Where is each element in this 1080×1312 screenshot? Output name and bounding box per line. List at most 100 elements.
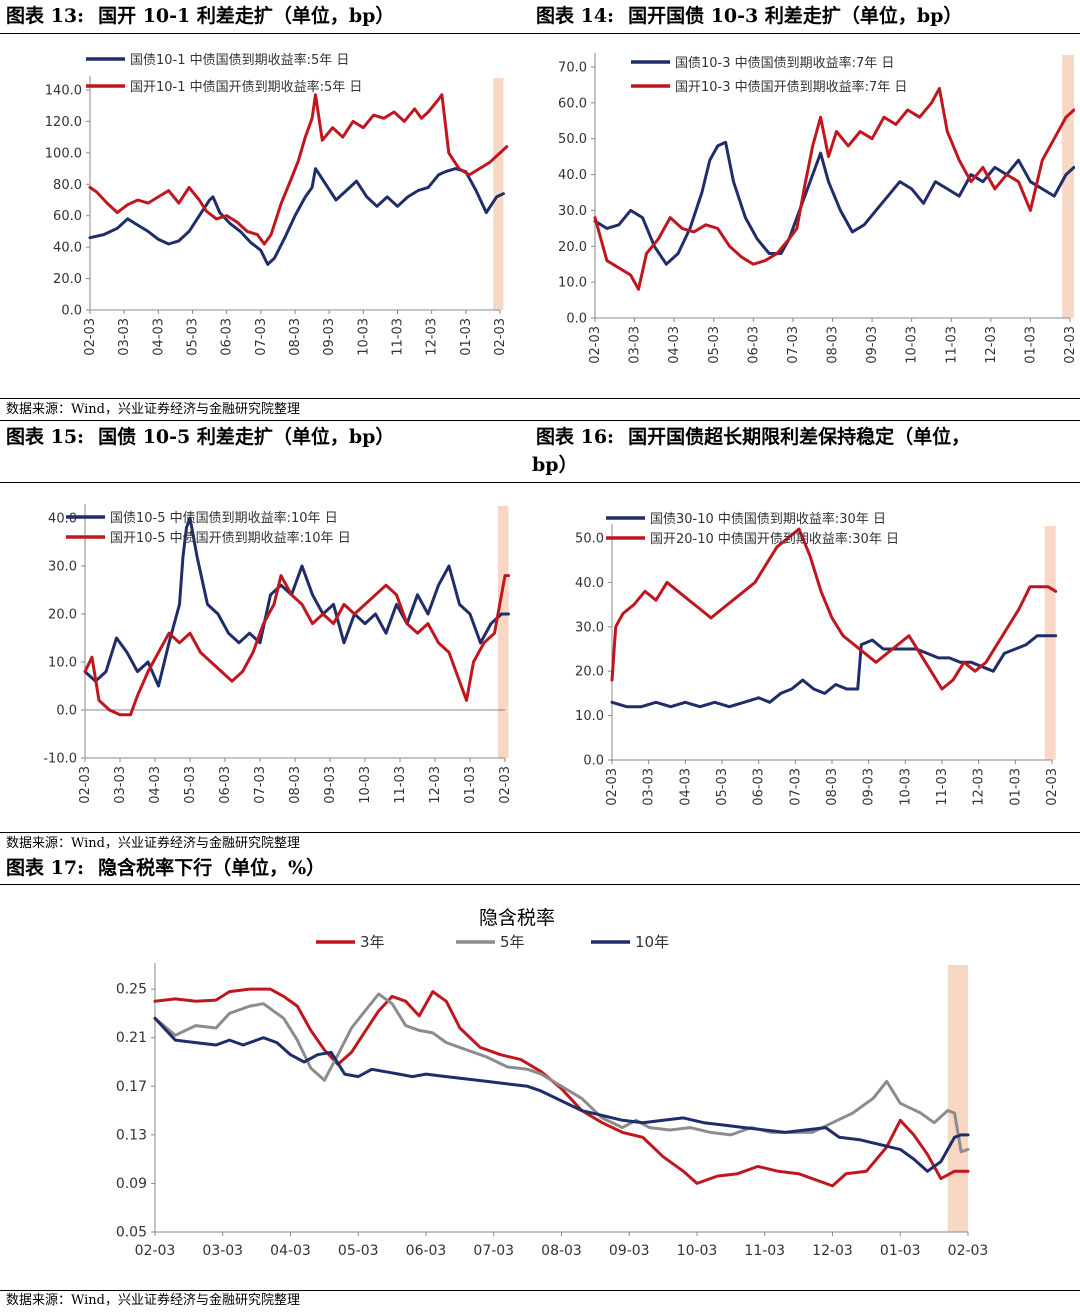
x-tick-label: 02-03 <box>588 326 603 364</box>
legend-label: 国债10-3 中债国债到期收益率:7年 日 <box>675 55 894 71</box>
divider <box>0 420 1080 421</box>
x-tick-label: 07-03 <box>253 766 268 804</box>
x-tick-label: 03-03 <box>117 318 132 356</box>
x-tick-label: 09-03 <box>609 1243 650 1259</box>
chart13-number: 图表 13: <box>6 5 85 27</box>
highlight-band <box>1062 55 1074 318</box>
chart13-title: 国开 10-1 利差走扩（单位，bp） <box>98 5 395 27</box>
x-tick-label: 06-03 <box>406 1243 447 1259</box>
series-line-1 <box>83 516 510 688</box>
x-tick-label: 11-03 <box>944 326 959 364</box>
x-tick-label: 08-03 <box>826 326 841 364</box>
x-tick-label: 01-03 <box>1008 768 1023 806</box>
x-tick-label: 12-03 <box>428 766 443 804</box>
highlight-band <box>947 965 968 1232</box>
divider <box>0 1290 1080 1291</box>
x-tick-label: 01-03 <box>1023 326 1038 364</box>
y-tick-label: 0.17 <box>116 1079 147 1095</box>
chart15-plot: -10.0 0.0 10.0 20.0 30.0 40.0 02-03 03-03 04-03 0… <box>43 504 513 804</box>
x-tick-label: 07-03 <box>254 318 269 356</box>
y-tick-label: 30.0 <box>575 620 604 635</box>
chart13-header: 图表 13: 国开 10-1 利差走扩（单位，bp） <box>6 3 394 29</box>
y-tick-label: 40.0 <box>575 576 604 591</box>
x-tick-label: 10-03 <box>356 318 371 356</box>
y-tick-label: 80.0 <box>53 178 82 193</box>
y-tick-label: 10.0 <box>48 656 77 671</box>
series-line-2 <box>153 992 970 1154</box>
y-tick-label: 0.0 <box>566 312 587 327</box>
y-tick-label: 100.0 <box>45 146 82 161</box>
divider <box>0 33 1080 34</box>
series-line-1 <box>88 167 505 266</box>
x-tick-label: 05-03 <box>186 318 201 356</box>
chart15-title: 国债 10-5 利差走扩（单位，bp） <box>98 426 395 448</box>
legend-label: 国开10-5 中债国开债到期收益率:10年 日 <box>110 530 351 546</box>
x-tick-label: 06-03 <box>218 766 233 804</box>
chart17-plot: 0.05 0.09 0.13 0.17 0.21 0.25 02-03 03-03 04-03 0… <box>116 907 989 1259</box>
y-tick-label: 0.13 <box>116 1127 147 1143</box>
divider <box>0 398 1080 399</box>
series-line-3 <box>153 1016 970 1173</box>
x-tick-label: 08-03 <box>541 1243 582 1259</box>
x-tick-label: 04-03 <box>667 326 682 364</box>
legend-label: 国开10-1 中债国开债到期收益率:5年 日 <box>130 79 362 95</box>
y-tick-label: 70.0 <box>558 61 587 76</box>
x-tick-label: 05-03 <box>183 766 198 804</box>
x-tick-label: 09-03 <box>865 326 880 364</box>
chart13-plot: 0.0 20.0 40.0 60.0 80.0 100.0 120.0 140.0 02-03 0… <box>45 52 509 356</box>
legend-label: 国开10-3 中债国开债到期收益率:7年 日 <box>675 79 907 95</box>
y-tick-label: 0.05 <box>116 1225 147 1241</box>
x-tick-label: 02-03 <box>83 318 98 356</box>
chart16-number: 图表 16: <box>536 426 615 448</box>
source-note: 数据来源：Wind，兴业证券经济与金融研究院整理 <box>6 836 300 851</box>
x-tick-label: 04-03 <box>270 1243 311 1259</box>
y-tick-label: 40.0 <box>48 512 77 527</box>
chart17-title: 隐含税率下行（单位，%） <box>98 857 326 879</box>
highlight-band <box>1044 526 1056 760</box>
x-tick-label: 07-03 <box>788 768 803 806</box>
divider <box>0 832 1080 833</box>
y-tick-label: 20.0 <box>575 665 604 680</box>
y-tick-label: 40.0 <box>53 241 82 256</box>
legend-label: 5年 <box>500 933 525 951</box>
x-tick-label: 11-03 <box>935 768 950 806</box>
source-note: 数据来源：Wind，兴业证券经济与金融研究院整理 <box>6 1293 300 1308</box>
series-line-1 <box>593 140 1075 266</box>
legend-label: 国债10-5 中债国债到期收益率:10年 日 <box>110 510 338 526</box>
x-tick-label: 02-03 <box>78 766 93 804</box>
x-tick-label: 03-03 <box>628 326 643 364</box>
chart16-plot: 0.0 10.0 20.0 30.0 40.0 50.0 02-03 03-03 04-03 05… <box>575 511 1060 806</box>
y-tick-label: 50.0 <box>575 532 604 547</box>
y-tick-label: 20.0 <box>53 272 82 287</box>
y-tick-label: 10.0 <box>558 276 587 291</box>
y-tick-label: 120.0 <box>45 115 82 130</box>
x-tick-label: 03-03 <box>202 1243 243 1259</box>
legend-label: 国债10-1 中债国债到期收益率:5年 日 <box>130 52 349 68</box>
x-tick-label: 02-03 <box>493 318 508 356</box>
x-tick-label: 02-03 <box>605 768 620 806</box>
x-tick-label: 10-03 <box>898 768 913 806</box>
chart16-header: 图表 16: 国开国债超长期限利差保持稳定（单位， <box>536 424 970 450</box>
x-tick-label: 12-03 <box>972 768 987 806</box>
y-tick-label: 50.0 <box>558 132 587 147</box>
x-tick-label: 12-03 <box>984 326 999 364</box>
divider <box>0 482 1080 483</box>
chart15-header: 图表 15: 国债 10-5 利差走扩（单位，bp） <box>6 424 394 450</box>
x-tick-label: 09-03 <box>323 766 338 804</box>
legend-label: 10年 <box>635 933 669 951</box>
x-tick-label: 07-03 <box>473 1243 514 1259</box>
x-tick-label: 10-03 <box>677 1243 718 1259</box>
x-tick-label: 06-03 <box>746 326 761 364</box>
legend-label: 国债30-10 中债国债到期收益率:30年 日 <box>650 511 886 527</box>
series-line-1 <box>153 987 970 1188</box>
chart15-number: 图表 15: <box>6 426 85 448</box>
series-line-2 <box>610 527 1058 691</box>
chart17-header: 图表 17: 隐含税率下行（单位，%） <box>6 855 325 881</box>
series-line-2 <box>88 93 509 246</box>
x-tick-label: 01-03 <box>459 318 474 356</box>
series-line-2 <box>593 87 1075 291</box>
x-tick-label: 01-03 <box>463 766 478 804</box>
x-tick-label: 08-03 <box>288 318 303 356</box>
chart14-number: 图表 14: <box>536 5 615 27</box>
legend-label: 3年 <box>360 933 385 951</box>
